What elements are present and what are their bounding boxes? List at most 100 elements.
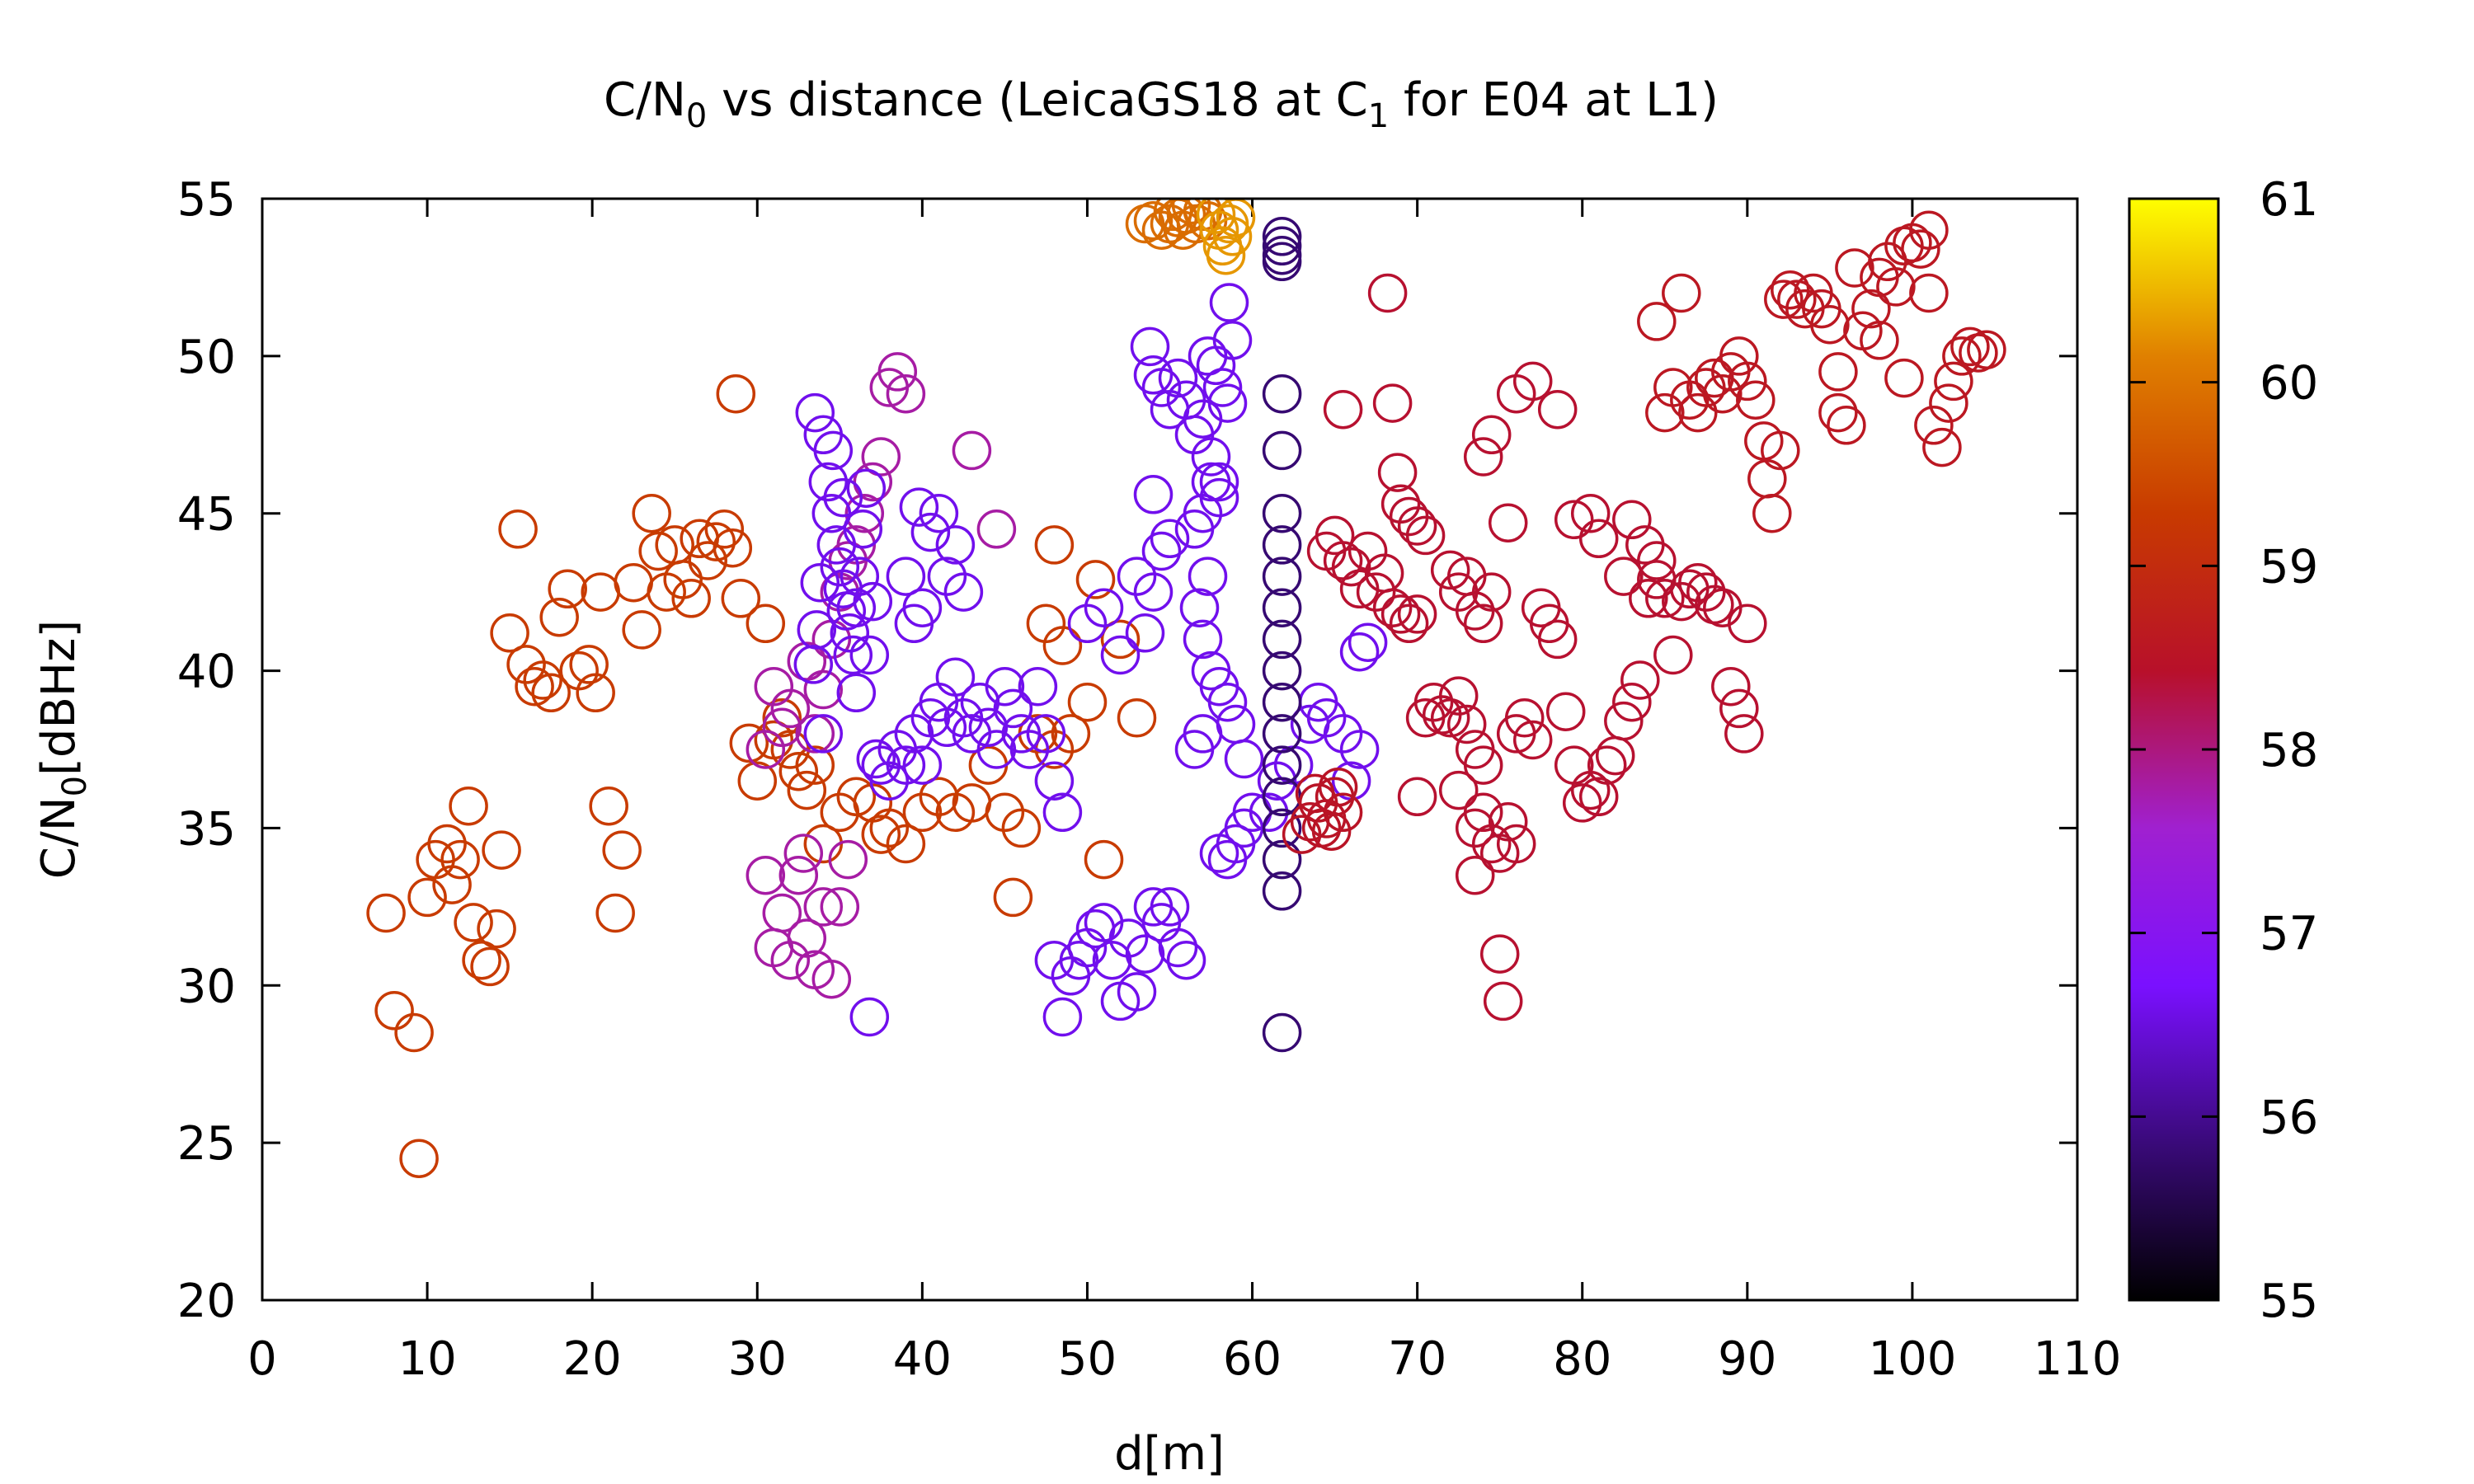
scatter-point xyxy=(886,824,926,864)
scatter-point xyxy=(1100,619,1141,660)
scatter-point xyxy=(602,830,642,870)
scatter-point xyxy=(1318,768,1358,807)
scatter-point xyxy=(985,792,1025,833)
scatter-point xyxy=(927,556,967,596)
scatter-point xyxy=(1367,273,1408,313)
scatter-point xyxy=(1818,392,1858,433)
scatter-point xyxy=(1133,475,1174,514)
scatter-point xyxy=(531,673,571,713)
scatter-point xyxy=(968,707,1009,748)
scatter-point xyxy=(716,373,756,414)
scatter-point xyxy=(1909,210,1949,250)
y-tick-label: 45 xyxy=(177,488,236,542)
scatter-point xyxy=(407,877,447,918)
scatter-point xyxy=(647,572,686,612)
chart-title-sub-2: 1 xyxy=(1368,97,1389,135)
scatter-point xyxy=(1625,525,1665,565)
scatter-point xyxy=(1545,692,1586,731)
scatter-point xyxy=(1612,500,1652,540)
scatter-point xyxy=(1133,200,1174,241)
scatter-point xyxy=(1578,519,1619,559)
x-tick-label: 50 xyxy=(1058,1332,1117,1386)
scatter-point xyxy=(795,714,835,754)
scatter-point xyxy=(762,698,802,738)
scatter-point xyxy=(539,597,579,637)
y-tick-label: 20 xyxy=(177,1275,236,1328)
scatter-point xyxy=(523,660,562,700)
scatter-point xyxy=(1034,761,1075,801)
scatter-point xyxy=(976,510,1017,549)
scatter-point xyxy=(836,588,877,627)
scatter-point xyxy=(1042,792,1083,833)
scatter-point xyxy=(737,761,778,801)
scatter-point xyxy=(910,512,951,552)
scatter-point xyxy=(548,569,587,609)
scatter-point xyxy=(1257,761,1297,801)
scatter-point xyxy=(1179,588,1220,627)
x-tick-label: 20 xyxy=(563,1332,622,1386)
x-tick-labels: 0 10 20 30 40 50 60 70 80 90 100 110 xyxy=(247,1332,2121,1386)
scatter-point xyxy=(569,645,609,684)
scatter-point xyxy=(713,528,753,568)
scatter-point xyxy=(894,714,934,754)
colorbar-tick-label: 57 xyxy=(2260,908,2318,961)
scatter-point xyxy=(427,824,467,864)
scatter-point xyxy=(1100,635,1141,675)
scatter-point xyxy=(1331,547,1371,587)
scatter-point xyxy=(1430,550,1470,590)
scatter-point xyxy=(762,893,802,933)
colorbar-tick-label: 58 xyxy=(2260,724,2318,777)
scatter-point xyxy=(828,839,868,880)
x-tick-label: 60 xyxy=(1223,1332,1282,1386)
scatter-point xyxy=(1262,430,1302,471)
scatter-point xyxy=(366,893,406,933)
scatter-point xyxy=(745,855,786,895)
scatter-point xyxy=(704,510,745,549)
scatter-point xyxy=(1262,588,1302,627)
scatter-point xyxy=(1612,682,1652,722)
scatter-point xyxy=(1339,730,1380,769)
scatter-point xyxy=(1059,940,1099,980)
scatter-point xyxy=(1728,361,1767,402)
scatter-point xyxy=(1026,714,1066,754)
x-tick-label: 30 xyxy=(728,1332,787,1386)
y-tick-label: 55 xyxy=(177,173,236,227)
scatter-point xyxy=(1818,352,1858,392)
scatter-point xyxy=(1199,834,1239,873)
scatter-point xyxy=(671,579,711,618)
y-axis-label-main: C/N xyxy=(32,796,86,879)
scatter-point xyxy=(1570,493,1611,533)
scatter-point xyxy=(820,887,860,927)
scatter-point xyxy=(836,777,877,817)
scatter-point xyxy=(1183,493,1223,533)
scatter-point xyxy=(1950,326,1990,367)
scatter-point xyxy=(1397,594,1437,634)
scatter-point xyxy=(830,613,870,653)
y-tick-label: 50 xyxy=(177,331,236,384)
scatter-point xyxy=(1455,855,1495,895)
scatter-point xyxy=(902,745,943,785)
scatter-point xyxy=(589,786,628,826)
scatter-point xyxy=(853,581,893,622)
x-tick-label: 70 xyxy=(1388,1332,1446,1386)
scatter-point xyxy=(820,547,860,587)
scatter-point xyxy=(1662,273,1701,313)
scatter-point xyxy=(1262,556,1302,596)
scatter-point xyxy=(1587,745,1627,785)
scatter-point xyxy=(1262,714,1302,754)
y-tick-label: 40 xyxy=(177,646,236,699)
scatter-point xyxy=(1206,235,1246,275)
scatter-point xyxy=(632,493,671,533)
scatter-point xyxy=(595,893,635,933)
scatter-point xyxy=(1922,427,1962,467)
scatter-point xyxy=(721,579,761,618)
scatter-point xyxy=(1595,735,1635,776)
scatter-point xyxy=(795,745,835,785)
scatter-point xyxy=(688,541,727,580)
svg-text:C/N0[dBHz]: C/N0[dBHz] xyxy=(32,620,94,879)
scatter-point xyxy=(374,991,414,1031)
y-axis-label-unit: [dBHz] xyxy=(32,620,86,776)
scatter-point xyxy=(1262,373,1302,414)
scatter-point xyxy=(1356,572,1396,612)
y-tick-label: 30 xyxy=(177,960,236,1013)
